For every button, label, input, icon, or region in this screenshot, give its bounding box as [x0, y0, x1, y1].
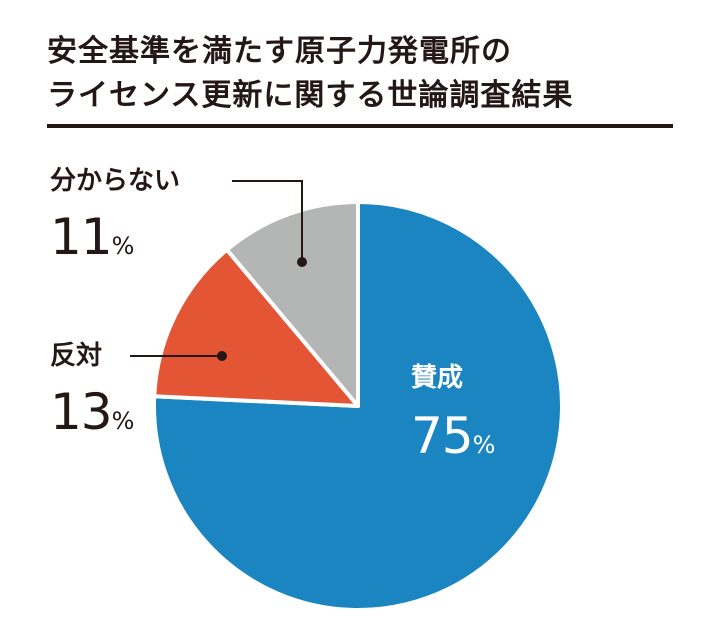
value-unknown: 11% [50, 212, 134, 262]
value-oppose-unit: % [111, 407, 135, 435]
slice-oppose [152, 247, 360, 408]
value-unknown-number: 11 [50, 208, 113, 266]
slice-unknown [224, 200, 360, 408]
leader-line-unknown [232, 180, 303, 262]
value-oppose: 13% [50, 387, 134, 437]
label-approve: 賛成 [411, 363, 464, 393]
value-approve: 75% [411, 411, 495, 461]
leader-dot-unknown [297, 257, 307, 267]
chart-title-line-1: 安全基準を満たす原子力発電所の [47, 34, 512, 69]
value-unknown-unit: % [111, 232, 135, 260]
value-approve-number: 75 [411, 407, 474, 465]
leader-dot-oppose [217, 351, 227, 361]
pie-slices [152, 200, 564, 612]
value-approve-unit: % [472, 431, 496, 459]
title-divider [47, 124, 673, 128]
chart-title-line-2: ライセンス更新に関する世論調査結果 [47, 78, 574, 113]
value-oppose-number: 13 [50, 383, 113, 441]
label-oppose: 反対 [50, 341, 103, 371]
callout-leader-lines [130, 180, 307, 361]
label-unknown: 分からない [50, 166, 181, 196]
chart-title: 安全基準を満たす原子力発電所の ライセンス更新に関する世論調査結果 [47, 30, 687, 118]
